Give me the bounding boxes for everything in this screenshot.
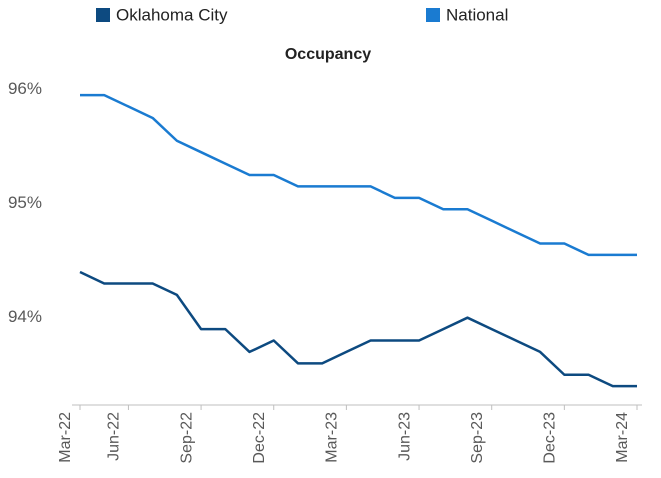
legend-label: Oklahoma City <box>116 5 228 24</box>
x-tick-label: Sep-23 <box>469 412 486 464</box>
x-tick-label: Dec-23 <box>542 412 559 464</box>
x-tick-label: Mar-22 <box>57 412 74 463</box>
series-line <box>80 93 637 257</box>
chart-title: Occupancy <box>285 46 371 63</box>
x-tick-label: Mar-23 <box>324 412 341 463</box>
y-tick-label: 95% <box>8 193 42 212</box>
legend-label: National <box>446 5 508 24</box>
x-tick-label: Sep-22 <box>178 412 195 464</box>
y-tick-label: 96% <box>8 79 42 98</box>
x-tick-label: Mar-24 <box>614 412 631 463</box>
x-tick-label: Jun-22 <box>106 412 123 461</box>
series-line <box>79 270 637 388</box>
legend-swatch <box>426 8 440 22</box>
x-tick-label: Dec-22 <box>251 412 268 464</box>
legend-swatch <box>96 8 110 22</box>
x-tick-label: Jun-23 <box>396 412 413 461</box>
y-tick-label: 94% <box>8 307 42 326</box>
